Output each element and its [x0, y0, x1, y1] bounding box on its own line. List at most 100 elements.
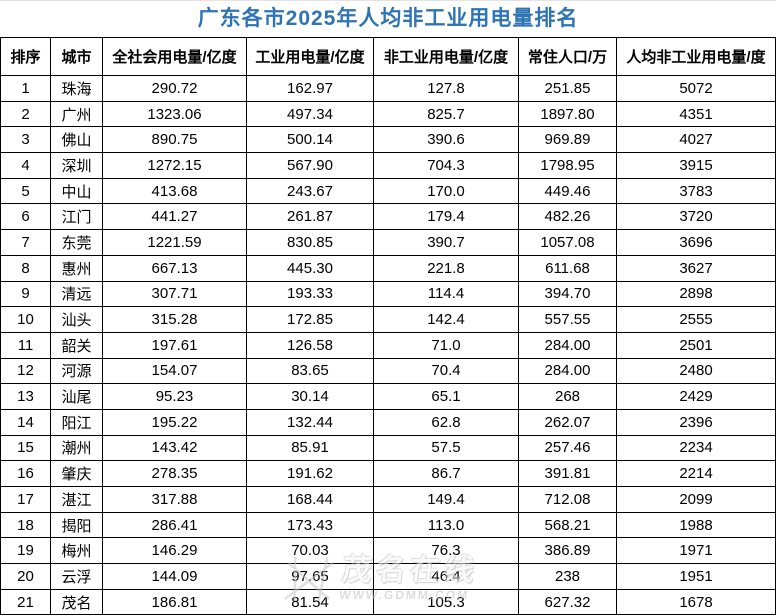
value-cell: 1951	[616, 563, 776, 590]
city-cell: 东莞	[50, 229, 103, 256]
rank-cell: 19	[0, 537, 51, 565]
value-cell: 482.26	[518, 203, 617, 231]
column-header-2: 全社会用电量/亿度	[102, 37, 247, 76]
city-cell: 阳江	[50, 408, 103, 436]
value-cell: 557.55	[518, 306, 617, 333]
value-cell: 146.29	[102, 537, 247, 565]
table-row: 18 揭阳 286.41 173.43 113.0 568.21 1988	[0, 511, 776, 539]
table-row: 14 阳江 195.22 132.44 62.8 262.07 2396	[0, 408, 776, 436]
value-cell: 65.1	[373, 383, 519, 410]
value-cell: 969.89	[518, 126, 617, 154]
value-cell: 1971	[616, 537, 776, 565]
table-row: 4 深圳 1272.15 567.90 704.3 1798.95 3915	[0, 152, 776, 179]
value-cell: 5072	[616, 75, 776, 102]
value-cell: 81.54	[246, 588, 374, 615]
value-cell: 268	[518, 383, 617, 410]
value-cell: 1897.80	[518, 100, 617, 128]
value-cell: 142.4	[373, 306, 519, 333]
table-row: 20 云浮 144.09 97.65 46.4 238 1951	[0, 563, 776, 590]
table-row: 3 佛山 890.75 500.14 390.6 969.89 4027	[0, 126, 776, 154]
value-cell: 1221.59	[102, 229, 247, 256]
value-cell: 2480	[616, 357, 776, 385]
value-cell: 95.23	[102, 383, 247, 410]
table-row: 12 河源 154.07 83.65 70.4 284.00 2480	[0, 357, 776, 385]
table-row: 19 梅州 146.29 70.03 76.3 386.89 1971	[0, 537, 776, 565]
value-cell: 261.87	[246, 203, 374, 231]
city-cell: 汕尾	[50, 383, 103, 410]
column-header-3: 工业用电量/亿度	[246, 37, 374, 76]
rank-cell: 15	[0, 434, 51, 462]
value-cell: 243.67	[246, 177, 374, 205]
table-row: 17 湛江 317.88 168.44 149.4 712.08 2099	[0, 486, 776, 513]
value-cell: 2234	[616, 434, 776, 462]
city-cell: 河源	[50, 357, 103, 385]
value-cell: 126.58	[246, 331, 374, 359]
value-cell: 2214	[616, 460, 776, 487]
value-cell: 1678	[616, 588, 776, 615]
value-cell: 449.46	[518, 177, 617, 205]
value-cell: 307.71	[102, 280, 247, 308]
rank-cell: 6	[0, 203, 51, 231]
value-cell: 2429	[616, 383, 776, 410]
value-cell: 712.08	[518, 486, 617, 513]
table-row: 13 汕尾 95.23 30.14 65.1 268 2429	[0, 383, 776, 410]
rank-cell: 17	[0, 486, 51, 513]
value-cell: 386.89	[518, 537, 617, 565]
value-cell: 71.0	[373, 331, 519, 359]
city-cell: 梅州	[50, 537, 103, 565]
table-row: 7 东莞 1221.59 830.85 390.7 1057.08 3696	[0, 229, 776, 256]
value-cell: 97.65	[246, 563, 374, 590]
table-row: 8 惠州 667.13 445.30 221.8 611.68 3627	[0, 254, 776, 282]
value-cell: 4351	[616, 100, 776, 128]
rank-cell: 16	[0, 460, 51, 487]
value-cell: 413.68	[102, 177, 247, 205]
city-cell: 惠州	[50, 254, 103, 282]
page-title: 广东各市2025年人均非工业用电量排名	[197, 7, 579, 30]
value-cell: 497.34	[246, 100, 374, 128]
value-cell: 221.8	[373, 254, 519, 282]
rank-cell: 11	[0, 331, 51, 359]
table-row: 10 汕头 315.28 172.85 142.4 557.55 2555	[0, 306, 776, 333]
city-cell: 湛江	[50, 486, 103, 513]
value-cell: 445.30	[246, 254, 374, 282]
city-cell: 肇庆	[50, 460, 103, 487]
value-cell: 2099	[616, 486, 776, 513]
value-cell: 168.44	[246, 486, 374, 513]
city-cell: 中山	[50, 177, 103, 205]
value-cell: 251.85	[518, 75, 617, 102]
value-cell: 1323.06	[102, 100, 247, 128]
value-cell: 57.5	[373, 434, 519, 462]
city-cell: 汕头	[50, 306, 103, 333]
city-cell: 云浮	[50, 563, 103, 590]
city-cell: 茂名	[50, 588, 103, 615]
value-cell: 890.75	[102, 126, 247, 154]
value-cell: 2555	[616, 306, 776, 333]
value-cell: 3783	[616, 177, 776, 205]
table-row: 1 珠海 290.72 162.97 127.8 251.85 5072	[0, 75, 776, 102]
rank-cell: 7	[0, 229, 51, 256]
value-cell: 704.3	[373, 152, 519, 179]
value-cell: 186.81	[102, 588, 247, 615]
column-header-0: 排序	[0, 37, 51, 76]
rank-cell: 10	[0, 306, 51, 333]
value-cell: 179.4	[373, 203, 519, 231]
column-header-4: 非工业用电量/亿度	[373, 37, 519, 76]
value-cell: 70.03	[246, 537, 374, 565]
value-cell: 86.7	[373, 460, 519, 487]
city-cell: 韶关	[50, 331, 103, 359]
value-cell: 83.65	[246, 357, 374, 385]
table-row: 15 潮州 143.42 85.91 57.5 257.46 2234	[0, 434, 776, 462]
value-cell: 1057.08	[518, 229, 617, 256]
value-cell: 70.4	[373, 357, 519, 385]
value-cell: 2898	[616, 280, 776, 308]
value-cell: 441.27	[102, 203, 247, 231]
value-cell: 3696	[616, 229, 776, 256]
value-cell: 667.13	[102, 254, 247, 282]
rank-cell: 13	[0, 383, 51, 410]
value-cell: 238	[518, 563, 617, 590]
value-cell: 1798.95	[518, 152, 617, 179]
value-cell: 390.7	[373, 229, 519, 256]
city-cell: 佛山	[50, 126, 103, 154]
table-row: 9 清远 307.71 193.33 114.4 394.70 2898	[0, 280, 776, 308]
